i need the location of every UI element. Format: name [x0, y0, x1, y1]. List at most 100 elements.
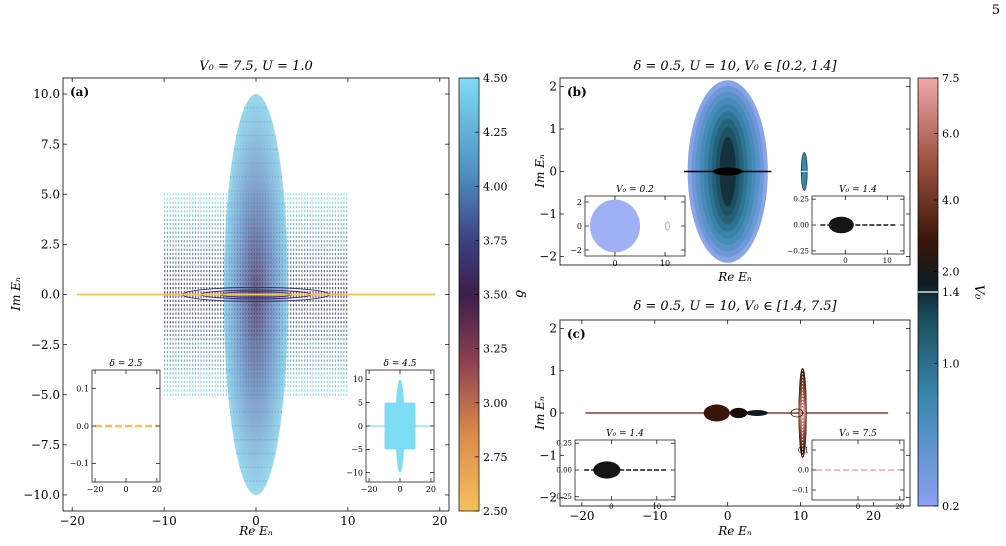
- y-tick-label: −7.5: [31, 438, 60, 452]
- colorbar-tick-label: 2.50: [483, 505, 508, 518]
- x-tick-label: 10: [652, 503, 661, 511]
- panel-c-plot-area: [585, 368, 889, 458]
- x-tick-label: −20: [87, 485, 104, 494]
- x-tick-label: 20: [895, 503, 904, 511]
- y-tick-label: 7.5: [41, 137, 60, 151]
- x-tick-label: −20: [60, 514, 85, 528]
- y-tick-label: −10: [346, 468, 363, 477]
- spectrum-satellite-loop: [790, 408, 804, 418]
- x-tick-label: 10: [340, 514, 355, 528]
- y-tick-label: 2.5: [41, 238, 60, 252]
- y-tick-label: −0.25: [788, 247, 809, 255]
- x-tick-label: 20: [866, 509, 881, 523]
- panel-a-xlabel: Re Eₙ: [238, 524, 273, 538]
- y-tick-label: −5: [351, 445, 363, 454]
- y-tick-label: 5.0: [41, 187, 60, 201]
- x-tick-label: 0: [612, 259, 617, 268]
- panel-c-title: δ = 0.5, U = 10, V₀ ∈ [1.4, 7.5]: [633, 299, 837, 314]
- y-tick-label: 1: [549, 122, 557, 136]
- colorbar-tick-label: 6.0: [942, 128, 960, 141]
- panel-b-title: δ = 0.5, U = 10, V₀ ∈ [0.2, 1.4]: [633, 59, 837, 74]
- inset-title: V₀ = 0.2: [616, 185, 654, 195]
- panel-c-label: (c): [567, 327, 586, 341]
- x-tick-label: 0: [843, 257, 847, 265]
- panel-c-xlabel: Re Eₙ: [717, 524, 752, 538]
- panel-a-inset-1: δ = 2.5 −20 0 20 −0.1 0.0 0.1: [70, 359, 162, 494]
- x-tick-label: 0: [397, 485, 402, 494]
- y-tick-label: 2: [549, 80, 557, 94]
- spectrum-satellite: [799, 409, 806, 417]
- y-tick-label: 0.0: [76, 422, 89, 431]
- colorbar-tick-label: 7.5: [942, 72, 960, 85]
- delta-colorbar-label: δ: [512, 290, 527, 298]
- colorbar-tick-label: 4.00: [483, 180, 508, 193]
- panel-b-label: (b): [567, 85, 587, 99]
- spectrum-blob: [713, 167, 743, 176]
- panel-b-ylabel: Im Eₙ: [533, 154, 547, 189]
- x-tick-label: 10: [883, 257, 892, 265]
- panel-b-xlabel: Re Eₙ: [717, 270, 752, 284]
- y-tick-label: −5.0: [31, 388, 60, 402]
- y-tick-label: 0.25: [556, 440, 572, 448]
- x-tick-label: 20: [432, 514, 447, 528]
- colorbar-tick-label: 3.50: [483, 289, 508, 302]
- y-tick-label: 2: [577, 198, 582, 207]
- x-tick-label: 0: [609, 503, 613, 511]
- y-tick-label: 0.0: [41, 288, 60, 302]
- panel-c: δ = 0.5, U = 10, V₀ ∈ [1.4, 7.5] −20 −10 0…: [533, 72, 986, 538]
- y-tick-label: −2: [570, 246, 582, 255]
- y-tick-label: 0: [549, 165, 557, 179]
- colorbar-tick-label: 3.00: [483, 397, 508, 410]
- y-tick-label: 0.1: [798, 446, 809, 454]
- x-tick-label: −20: [361, 485, 378, 494]
- inset-title: V₀ = 1.4: [839, 185, 877, 195]
- x-tick-label: −10: [642, 509, 667, 523]
- x-tick-label: 0: [856, 503, 860, 511]
- y-tick-label: 0.00: [556, 466, 572, 474]
- panel-a-inset-2: δ = 4.5 −20 0 20 −10 −5 0 5 10: [346, 359, 436, 494]
- inset-title: δ = 2.5: [110, 359, 143, 369]
- inset-ellipse: [590, 199, 640, 253]
- y-tick-label: 0.0: [798, 466, 809, 474]
- y-tick-label: −10.0: [23, 488, 60, 502]
- y-tick-label: 5: [358, 398, 363, 407]
- y-tick-label: −2.5: [31, 338, 60, 352]
- inset-satellite: [665, 221, 670, 231]
- inset-title: V₀ = 1.4: [606, 429, 644, 439]
- v0-colorbar-label: V₀: [971, 285, 986, 300]
- x-tick-label: 0: [252, 514, 260, 528]
- colorbar-tick-label: 1.0: [942, 357, 960, 370]
- x-tick-label: 0: [123, 485, 128, 494]
- y-tick-label: 10.0: [33, 87, 60, 101]
- colorbar-tick-label: 2.75: [483, 451, 508, 464]
- y-tick-label: −1: [539, 448, 557, 462]
- spectrum-blob: [703, 404, 730, 422]
- y-tick-label: 2: [549, 322, 557, 336]
- y-tick-label: −0.1: [792, 486, 809, 494]
- y-tick-label: 0: [577, 222, 582, 231]
- colorbar-tick-label: 3.75: [483, 234, 508, 247]
- y-tick-label: −2: [539, 491, 557, 505]
- colorbar-tick-label: 4.0: [942, 194, 960, 207]
- spectrum-blob: [745, 410, 768, 416]
- x-tick-label: 10: [660, 259, 670, 268]
- inset-frame: [574, 439, 676, 501]
- y-tick-label: 0.25: [793, 196, 809, 204]
- x-tick-label: −20: [569, 509, 594, 523]
- x-tick-label: 20: [152, 485, 162, 494]
- colorbar-tick-label: 0.2: [942, 500, 960, 513]
- panel-b-inset-2: V₀ = 1.4 0 10 −0.25 0.00 0.25: [788, 185, 905, 265]
- y-tick-label: 0.1: [76, 384, 89, 393]
- panel-c-inset-1: V₀ = 1.4 0 10 −0.25 0.00 0.25: [551, 429, 676, 511]
- y-tick-label: 0: [549, 406, 557, 420]
- panel-b: δ = 0.5, U = 10, V₀ ∈ [0.2, 1.4] −2 −1 0 1 2…: [533, 59, 911, 284]
- panel-a: V₀ = 7.5, U = 1.0 −20 −10 0 10 20 −10.0 −7.5 −5…: [9, 59, 527, 538]
- x-tick-label: 10: [793, 509, 808, 523]
- y-tick-label: −1: [539, 207, 557, 221]
- page-number: 5: [992, 3, 1000, 18]
- inset-title: δ = 4.5: [384, 359, 417, 369]
- y-tick-label: −2: [539, 250, 557, 264]
- panel-a-label: (a): [70, 85, 89, 99]
- y-tick-label: −0.1: [70, 459, 89, 468]
